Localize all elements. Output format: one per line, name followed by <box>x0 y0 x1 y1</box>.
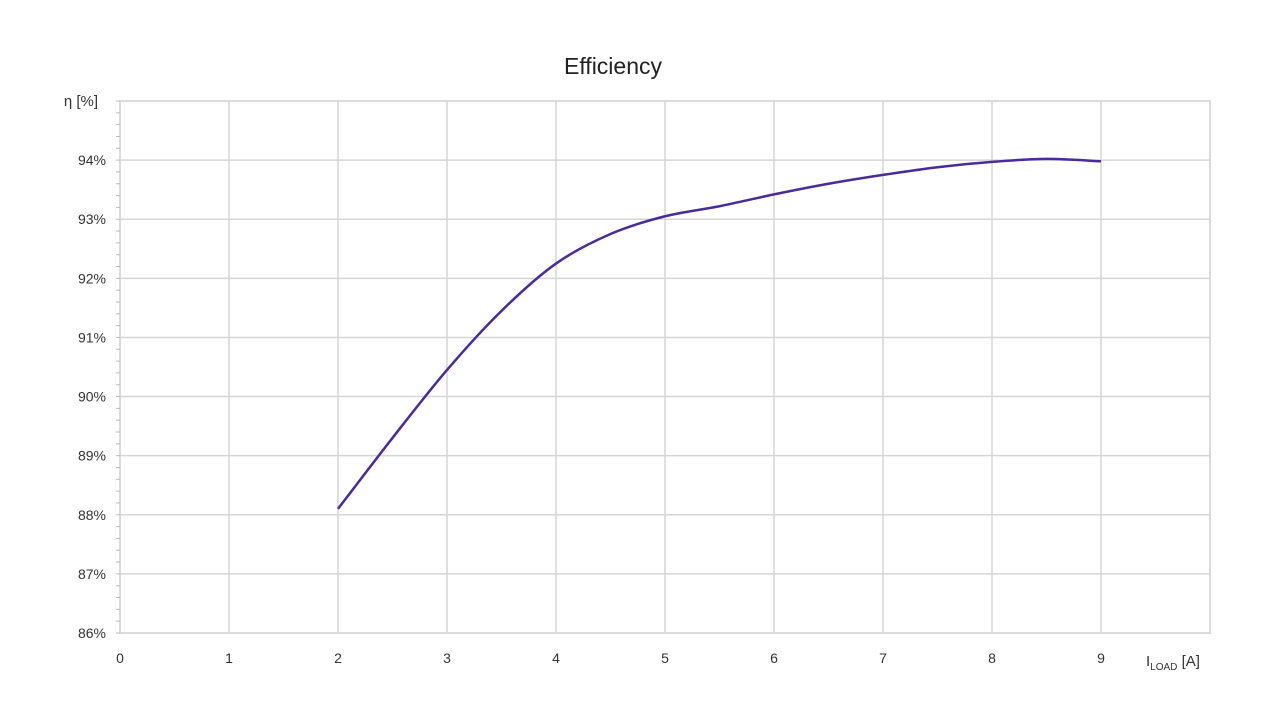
efficiency-line <box>337 157 1102 510</box>
x-tick-label: 6 <box>770 650 778 666</box>
y-tick-label: 90% <box>78 389 106 405</box>
y-tick-labels: 86% 87% 88% 89% 90% 91% 92% 93% 94% <box>78 152 106 641</box>
grid <box>116 100 1211 634</box>
y-tick-label: 88% <box>78 507 106 523</box>
y-tick-label: 93% <box>78 211 106 227</box>
x-tick-label: 1 <box>225 650 233 666</box>
x-tick-label: 5 <box>661 650 669 666</box>
y-tick-label: 89% <box>78 448 106 464</box>
x-tick-labels: 0 1 2 3 4 5 6 7 8 9 <box>116 650 1105 666</box>
x-axis-label-main: I <box>1146 653 1150 670</box>
x-tick-label: 4 <box>552 650 560 666</box>
y-tick-label: 91% <box>78 329 106 345</box>
x-axis-label-unit: [A] <box>1177 653 1200 670</box>
x-axis-label-subscript: LOAD <box>1150 662 1177 673</box>
x-tick-label: 0 <box>116 650 124 666</box>
x-tick-label: 8 <box>988 650 996 666</box>
y-tick-label: 92% <box>78 270 106 286</box>
chart-title: Efficiency <box>564 53 663 79</box>
series-group <box>337 157 1102 510</box>
x-tick-label: 9 <box>1097 650 1105 666</box>
y-tick-label: 87% <box>78 566 106 582</box>
x-tick-label: 7 <box>879 650 887 666</box>
y-axis-label: η [%] <box>64 93 98 110</box>
y-tick-label: 86% <box>78 625 106 641</box>
x-axis-label: ILOAD [A] <box>1146 653 1200 673</box>
y-tick-label: 94% <box>78 152 106 168</box>
x-tick-label: 3 <box>443 650 451 666</box>
x-tick-label: 2 <box>334 650 342 666</box>
